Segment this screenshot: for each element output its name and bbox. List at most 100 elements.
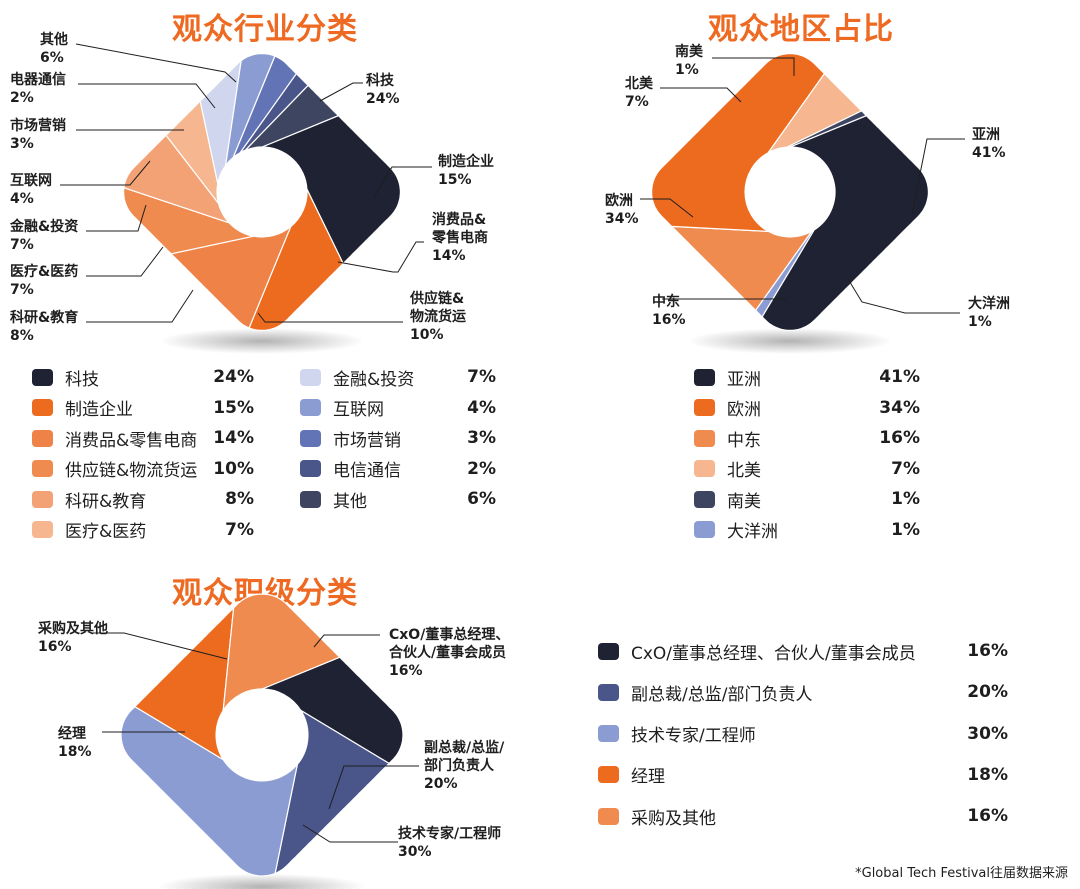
legend-label: 中东 xyxy=(727,430,761,451)
level-legend-item: 技术专家/工程师 xyxy=(598,723,756,747)
legend-swatch xyxy=(694,368,715,386)
industry-callout-label-10-0: 其他 xyxy=(40,31,68,48)
legend-swatch xyxy=(32,490,53,508)
industry-callout-label-4-0: 科研&教育 xyxy=(10,309,78,326)
level-callout-label-1-1: 部门负责人 xyxy=(424,757,495,774)
region-donut xyxy=(650,52,929,355)
legend-swatch xyxy=(598,683,619,701)
legend-value: 1% xyxy=(891,519,920,540)
industry-leader-line-6 xyxy=(86,204,147,232)
industry-legend-right: 金融&投资 7% 互联网 4% 市场营销 3% 电信通信 2% 其他 6% xyxy=(300,366,500,526)
industry-leader-line-2 xyxy=(337,241,424,273)
legend-value: 34% xyxy=(879,397,920,418)
industry-leader-line-1 xyxy=(373,166,432,198)
legend-value: 8% xyxy=(225,489,254,509)
industry-legend-left: 科技 24% 制造企业 15% 消费品&零售电商 14% 供应链&物流货运 10% 科研&教育 8… xyxy=(32,366,262,546)
legend-swatch xyxy=(300,399,321,416)
level-donut-shadow xyxy=(157,873,367,889)
industry-donut-shadow xyxy=(159,328,365,355)
legend-value: 10% xyxy=(213,458,254,479)
region-callout-label-1-1: 1% xyxy=(968,314,992,330)
level-legend: CxO/董事总经理、合伙人/董事会成员 16% 副总裁/总监/部门负责人 20% 技术专… xyxy=(598,640,1018,840)
legend-label: 技术专家/工程师 xyxy=(631,726,756,747)
legend-value: 6% xyxy=(467,489,496,509)
region-leader-line-5 xyxy=(712,57,795,76)
level-callout-label-1-0: 副总裁/总监/ xyxy=(424,739,505,756)
level-callout-label-4-0: 采购及其他 xyxy=(37,620,108,637)
legend-swatch xyxy=(32,368,53,386)
industry-callout-label-5-0: 医疗&医药 xyxy=(10,263,78,280)
industry-callout-label-5-1: 7% xyxy=(10,282,34,298)
legend-label: 供应链&物流货运 xyxy=(65,461,198,481)
region-callout-label-3-1: 34% xyxy=(605,211,639,227)
footnote: *Global Tech Festival往届数据来源 xyxy=(855,866,1068,881)
legend-swatch xyxy=(300,490,321,508)
legend-label: 大洋洲 xyxy=(727,522,778,542)
industry-leader-line-4 xyxy=(86,289,194,323)
level-callout-label-2-1: 30% xyxy=(398,844,432,860)
legend-label: 医疗&医药 xyxy=(65,522,147,542)
legend-swatch xyxy=(598,807,619,825)
legend-label: 北美 xyxy=(727,461,761,481)
industry-callout-label-1-1: 15% xyxy=(438,172,472,188)
legend-label: 互联网 xyxy=(333,400,384,420)
industry-callout-label-2-0: 消费品& xyxy=(432,211,486,228)
region-callout-label-2-0: 中东 xyxy=(652,293,680,310)
industry-chart-title: 观众行业分类 xyxy=(172,12,358,47)
level-slice-4 xyxy=(222,593,341,711)
region-leader-line-4 xyxy=(660,87,742,103)
legend-label: CxO/董事总经理、合伙人/董事会成员 xyxy=(631,643,916,664)
industry-callout-label-3-0: 供应链& xyxy=(409,290,464,307)
industry-legend-item: 科技 xyxy=(32,366,99,390)
region-slice-2 xyxy=(670,225,813,312)
industry-slice-10 xyxy=(244,84,340,151)
industry-leader-line-0 xyxy=(319,82,363,102)
legend-label: 科技 xyxy=(65,369,99,390)
legend-value: 30% xyxy=(967,723,1008,744)
industry-callout-label-7-1: 4% xyxy=(10,191,34,207)
region-callout-label-0-1: 41% xyxy=(972,145,1006,161)
legend-swatch xyxy=(32,429,53,447)
region-leader-line-1 xyxy=(847,278,960,314)
industry-callout-label-8-1: 3% xyxy=(10,136,34,152)
region-chart-title: 观众地区占比 xyxy=(708,12,894,47)
region-callout-label-4-1: 7% xyxy=(625,94,649,110)
level-callout-label-2-0: 技术专家/工程师 xyxy=(398,825,501,842)
legend-value: 15% xyxy=(213,397,254,418)
level-callout-label-0-0: CxO/董事总经理、 xyxy=(389,626,509,643)
region-leader-line-2 xyxy=(662,298,788,303)
level-callouts: CxO/董事总经理、合伙人/董事会成员 16% 副总裁/总监/部门负责人 20% 技术专… xyxy=(37,620,509,860)
legend-swatch xyxy=(300,429,321,447)
region-legend-item: 亚洲 xyxy=(694,366,761,390)
region-slice-0 xyxy=(761,114,929,332)
level-leader-line-0 xyxy=(313,634,380,648)
legend-value: 7% xyxy=(891,458,920,479)
region-callout-label-3-0: 欧洲 xyxy=(605,192,633,209)
region-callout-label-4-0: 北美 xyxy=(625,75,654,92)
industry-callout-label-6-1: 7% xyxy=(10,237,34,253)
level-slice-3 xyxy=(133,606,235,761)
industry-legend-item: 医疗&医药 xyxy=(32,519,147,542)
legend-label: 采购及其他 xyxy=(631,808,716,829)
legend-value: 16% xyxy=(967,641,1008,661)
legend-label: 金融&投资 xyxy=(333,369,415,390)
legend-swatch xyxy=(694,490,715,508)
industry-legend-item: 市场营销 xyxy=(300,427,401,451)
level-legend-item: CxO/董事总经理、合伙人/董事会成员 xyxy=(598,640,916,664)
legend-swatch xyxy=(694,399,715,416)
legend-label: 欧洲 xyxy=(727,400,761,420)
industry-callout-label-10-1: 6% xyxy=(40,50,64,66)
legend-swatch xyxy=(598,725,619,743)
legend-swatch xyxy=(598,766,619,784)
industry-callout-label-2-1: 零售电商 xyxy=(431,229,488,246)
region-legend-item: 中东 xyxy=(694,427,761,451)
legend-label: 副总裁/总监/部门负责人 xyxy=(631,684,813,705)
industry-legend-item: 金融&投资 xyxy=(300,366,415,390)
level-donut xyxy=(120,593,404,889)
industry-donut xyxy=(123,52,401,355)
industry-slice-8 xyxy=(232,55,298,158)
region-leader-line-3 xyxy=(640,198,694,218)
level-callout-label-0-2: 16% xyxy=(389,663,423,679)
industry-leader-line-7 xyxy=(60,160,151,186)
